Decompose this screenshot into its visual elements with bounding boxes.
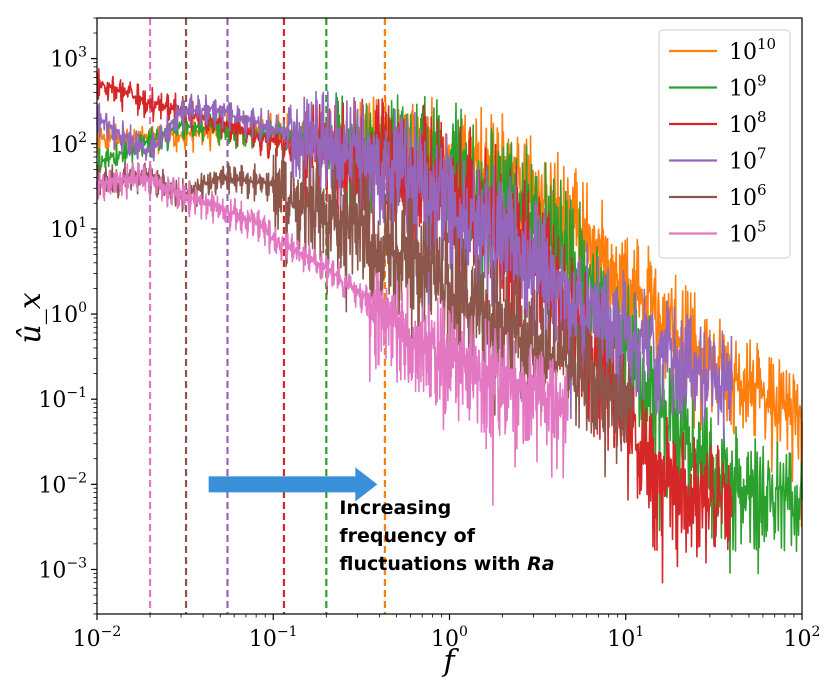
y-tick-label-4: 101: [50, 215, 87, 243]
y-tick-label-6: 103: [50, 45, 87, 73]
legend-label-0: 1010: [729, 35, 776, 65]
y-tick-label-0: 10−3: [38, 555, 87, 583]
annotation: Increasing frequency of fluctuations wit…: [339, 497, 554, 575]
annotation-line-3-text: fluctuations with: [339, 553, 520, 575]
arrow-shaft: [208, 476, 358, 493]
legend-label-4-base: 10: [729, 186, 757, 211]
legend-label-4-exp: 6: [757, 181, 767, 199]
y-tick-label-1-exp: −2: [66, 470, 87, 486]
y-tick-label-5: 102: [50, 130, 87, 158]
x-tick-label-4-exp: 2: [812, 624, 821, 640]
y-tick-label-4-exp: 1: [78, 215, 87, 231]
x-tick-label-0-base: 10: [73, 627, 101, 652]
x-tick-label-3-exp: 1: [635, 624, 644, 640]
y-tick-label-3-exp: 0: [78, 300, 87, 316]
annotation-line-1: Increasing: [339, 497, 451, 519]
y-tick-label-5-base: 10: [50, 133, 78, 158]
x-tick-label-2: 100: [431, 624, 468, 652]
y-tick-label-1-base: 10: [38, 473, 66, 498]
y-tick-label-6-base: 10: [50, 48, 78, 73]
legend-label-2: 108: [729, 108, 767, 138]
increase-arrow: [208, 467, 378, 502]
legend-label-3: 107: [729, 145, 767, 175]
y-tick-label-0-exp: −3: [66, 555, 87, 571]
x-tick-label-0: 10−2: [73, 624, 122, 652]
legend-label-2-exp: 8: [757, 108, 767, 126]
x-tick-label-4: 102: [784, 624, 821, 652]
x-tick-label-1-exp: −1: [277, 624, 298, 640]
x-tick-label-2-exp: 0: [459, 624, 468, 640]
legend-label-5-exp: 5: [757, 218, 767, 236]
y-tick-label-3: 100: [50, 300, 87, 328]
legend-label-3-base: 10: [729, 150, 757, 175]
x-tick-label-3-base: 10: [607, 627, 635, 652]
series-line-3: [96, 90, 733, 443]
legend-label-1-exp: 9: [757, 72, 767, 90]
legend-label-5: 105: [729, 218, 767, 248]
arrow-head: [355, 467, 378, 502]
legend-label-1: 109: [729, 72, 767, 102]
y-tick-label-3-base: 10: [50, 303, 78, 328]
legend-box: [658, 29, 791, 259]
x-tick-label-2-base: 10: [431, 627, 459, 652]
annotation-ra: Ra: [527, 553, 554, 575]
y-tick-label-4-base: 10: [50, 218, 78, 243]
series-group: [96, 68, 803, 584]
annotation-line-2: frequency of: [339, 525, 475, 547]
x-tick-label-4-base: 10: [784, 627, 812, 652]
y-tick-label-2-base: 10: [38, 388, 66, 413]
x-tick-label-0-exp: −2: [101, 624, 122, 640]
legend-label-4: 106: [729, 181, 767, 211]
series-line-5: [96, 162, 569, 506]
annotation-line-3: fluctuations with Ra: [339, 553, 554, 575]
y-tick-label-5-exp: 2: [78, 130, 87, 146]
y-tick-label-1: 10−2: [38, 470, 87, 498]
y-tick-label-0-base: 10: [38, 558, 66, 583]
x-tick-label-1: 10−1: [249, 624, 298, 652]
axis-ticks: 10−2 10−1 100 101 10210−310−210−110010110210…: [38, 17, 821, 652]
x-tick-label-1-base: 10: [249, 627, 277, 652]
y-tick-label-6-exp: 3: [78, 45, 87, 61]
legend-label-5-base: 10: [729, 223, 757, 248]
legend-label-0-base: 10: [729, 40, 757, 65]
x-tick-label-3: 101: [607, 624, 644, 652]
legend-label-3-exp: 7: [757, 145, 767, 163]
y-tick-label-2-exp: −1: [66, 385, 87, 401]
y-tick-label-2: 10−1: [38, 385, 87, 413]
legend-label-0-exp: 10: [757, 35, 776, 53]
legend-label-2-base: 10: [729, 113, 757, 138]
legend-label-1-base: 10: [729, 77, 757, 102]
y-axis-label: û_x: [13, 292, 48, 343]
